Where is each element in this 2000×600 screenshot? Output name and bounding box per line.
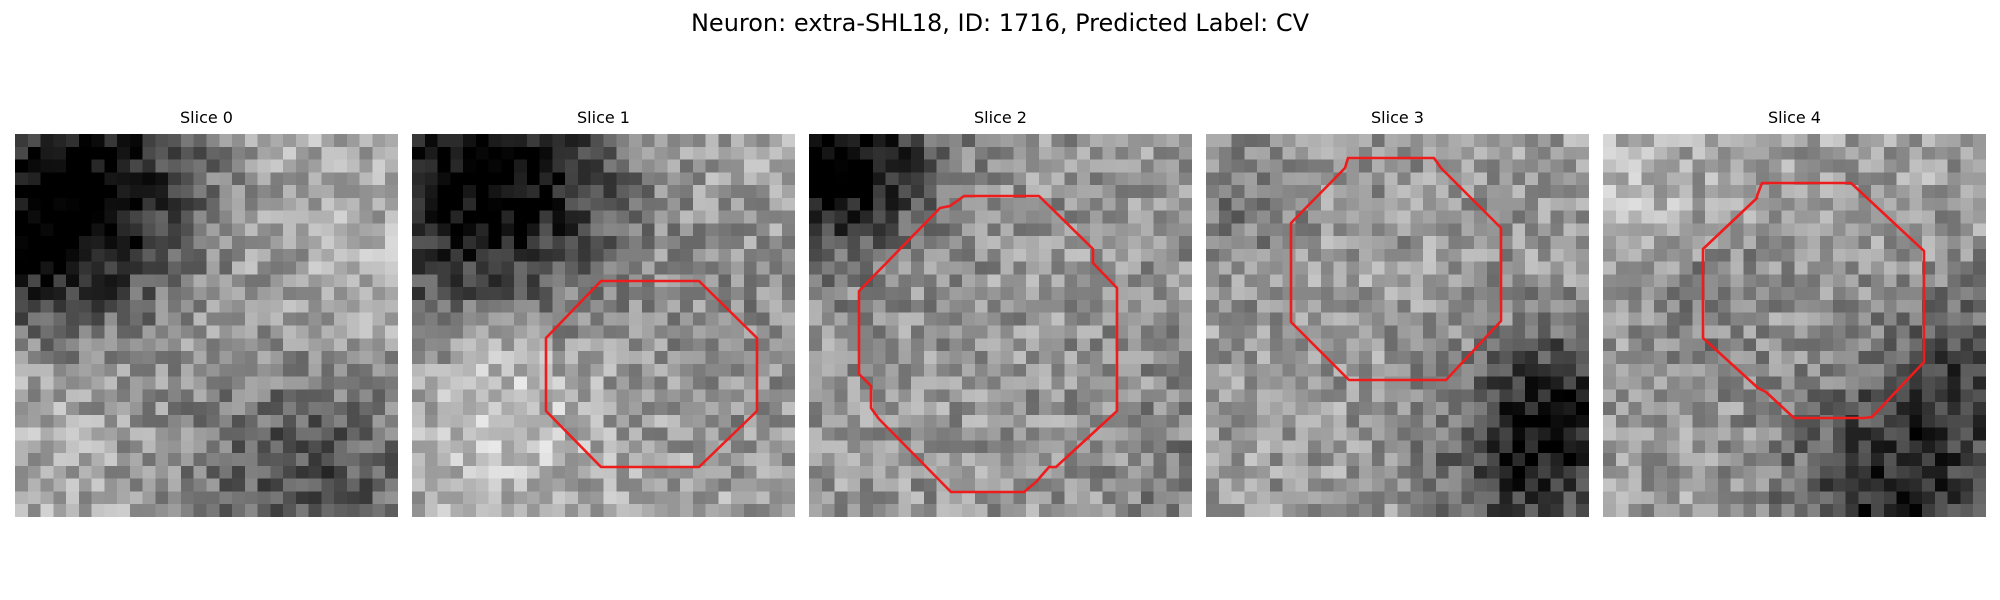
roi-contour-1 <box>544 279 759 469</box>
slice-title: Slice 3 <box>1371 108 1424 127</box>
slice-image-2 <box>809 134 1192 517</box>
slice-panel-1: Slice 1 <box>412 108 795 517</box>
slice-title: Slice 1 <box>577 108 630 127</box>
slice-panel-4: Slice 4 <box>1603 108 1986 517</box>
roi-contour-4 <box>1701 181 1926 420</box>
slice-image-0 <box>15 134 398 517</box>
roi-contour-2 <box>857 194 1119 494</box>
figure-title: Neuron: extra-SHL18, ID: 1716, Predicted… <box>690 9 1310 37</box>
slice-title: Slice 2 <box>974 108 1027 127</box>
slice-image-3 <box>1206 134 1589 517</box>
slice-panel-3: Slice 3 <box>1206 108 1589 517</box>
slice-image-4 <box>1603 134 1986 517</box>
slice-title: Slice 0 <box>180 108 233 127</box>
slice-panel-2: Slice 2 <box>809 108 1192 517</box>
slice-title: Slice 4 <box>1768 108 1821 127</box>
roi-contour-3 <box>1289 156 1503 382</box>
slice-panel-0: Slice 0 <box>15 108 398 517</box>
slice-image-1 <box>412 134 795 517</box>
